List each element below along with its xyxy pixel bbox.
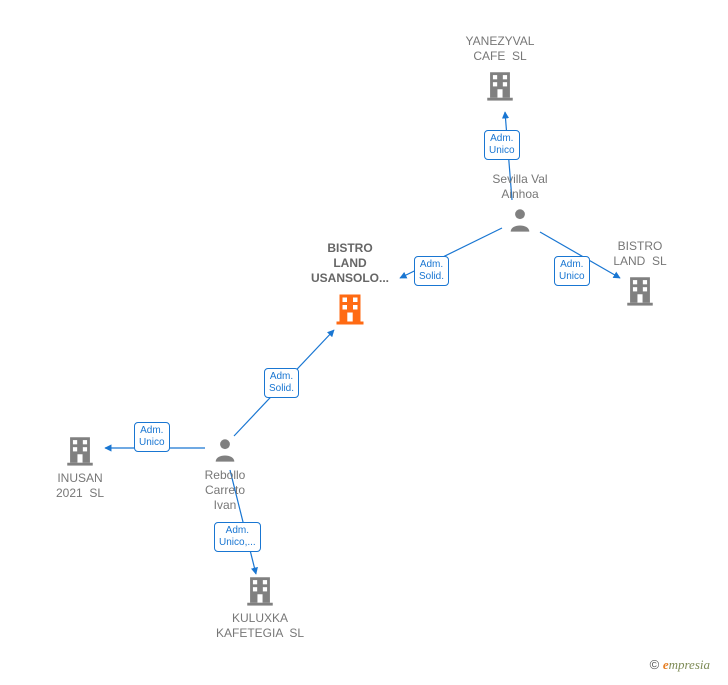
edge-label-sevilla-yanezyval: Adm. Unico xyxy=(484,130,520,160)
brand-rest: mpresia xyxy=(669,657,710,672)
node-label-bistro_land: BISTRO LAND SL xyxy=(580,239,700,269)
person-icon[interactable] xyxy=(211,436,239,469)
edge-label-rebollo-bistro_us: Adm. Solid. xyxy=(264,368,299,398)
node-label-rebollo: Rebollo Carreto Ivan xyxy=(165,468,285,513)
copyright: © empresia xyxy=(650,657,710,673)
node-label-inusan: INUSAN 2021 SL xyxy=(20,471,140,501)
node-label-bistro_us: BISTRO LAND USANSOLO... xyxy=(290,241,410,286)
edge-label-rebollo-inusan: Adm. Unico xyxy=(134,422,170,452)
building-icon[interactable] xyxy=(243,573,277,612)
diagram-edges xyxy=(0,0,728,685)
copyright-symbol: © xyxy=(650,657,660,672)
building-icon[interactable] xyxy=(63,433,97,472)
node-label-sevilla: Sevilla Val Ainhoa xyxy=(460,172,580,202)
node-label-yanezyval: YANEZYVAL CAFE SL xyxy=(440,34,560,64)
node-label-kuluxka: KULUXKA KAFETEGIA SL xyxy=(200,611,320,641)
person-icon[interactable] xyxy=(506,206,534,239)
building-icon[interactable] xyxy=(483,68,517,107)
building-icon[interactable] xyxy=(332,290,368,331)
building-icon[interactable] xyxy=(623,273,657,312)
edge-label-sevilla-bistro_land: Adm. Unico xyxy=(554,256,590,286)
edge-label-rebollo-kuluxka: Adm. Unico,... xyxy=(214,522,261,552)
edge-label-sevilla-bistro_us: Adm. Solid. xyxy=(414,256,449,286)
